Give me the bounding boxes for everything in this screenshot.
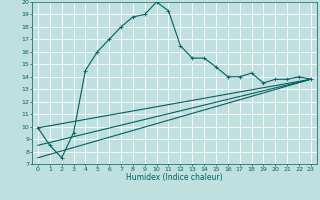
X-axis label: Humidex (Indice chaleur): Humidex (Indice chaleur) [126, 173, 223, 182]
